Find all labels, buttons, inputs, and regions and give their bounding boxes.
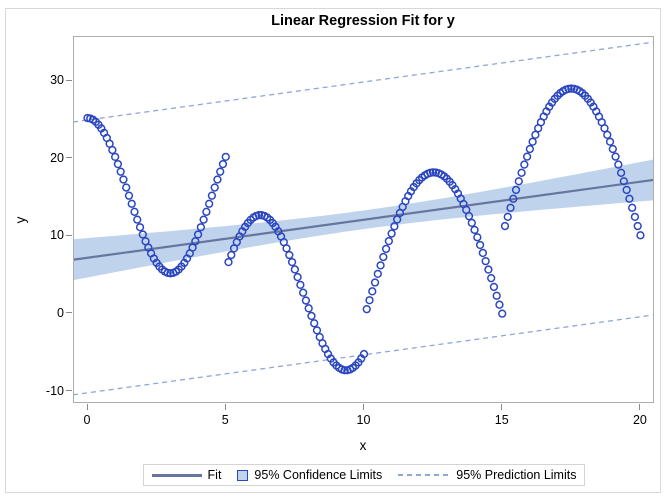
y-tick-label: 10 [28,227,64,243]
x-axis-tick [225,404,226,410]
regression-fit-plot: Linear Regression Fit for y y x Fit 95% … [0,0,666,500]
legend-item-confidence: 95% Confidence Limits [237,468,382,482]
x-axis-tick [87,404,88,410]
y-axis-tick [66,157,72,158]
fit-line-swatch [152,474,202,477]
x-axis-tick [363,404,364,410]
prediction-line-swatch [398,474,450,476]
x-tick-label: 20 [620,412,660,428]
x-tick-label: 0 [67,412,107,428]
y-axis-tick [66,312,72,313]
legend-label-fit: Fit [208,468,222,482]
legend-item-prediction: 95% Prediction Limits [398,468,576,482]
plot-area [73,36,654,403]
plot-title: Linear Regression Fit for y [72,13,654,29]
y-tick-label: 30 [28,72,64,88]
x-tick-label: 10 [343,412,383,428]
x-axis-tick [501,404,502,410]
y-tick-label: 20 [28,150,64,166]
confidence-band-swatch [237,470,248,481]
x-axis-title: x [73,438,654,453]
y-axis-tick [66,390,72,391]
legend-label-confidence: 95% Confidence Limits [254,468,382,482]
legend-item-fit: Fit [152,468,222,482]
x-tick-label: 5 [205,412,245,428]
y-axis-tick [66,80,72,81]
x-axis-tick [639,404,640,410]
y-axis-tick [66,235,72,236]
x-tick-label: 15 [482,412,522,428]
y-tick-label: 0 [28,305,64,321]
legend: Fit 95% Confidence Limits 95% Prediction… [143,464,585,486]
legend-label-prediction: 95% Prediction Limits [456,468,576,482]
y-tick-label: -10 [28,383,64,399]
